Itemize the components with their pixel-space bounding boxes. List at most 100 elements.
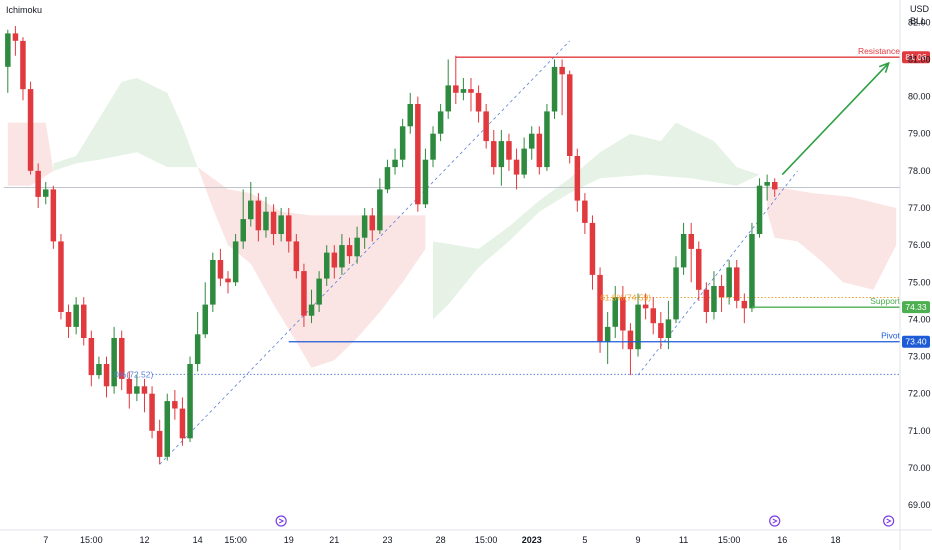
level-price-badge-resistance [902,51,930,64]
candle-body-72 [551,66,558,112]
candle-body-18 [141,386,148,394]
candle-body-29 [225,278,231,283]
candle-body-39 [301,271,307,316]
candle-body-23 [179,408,186,439]
candle-body-101 [772,182,778,190]
candle-body-68 [521,148,527,175]
candle-body-5 [43,189,49,197]
candle-body-51 [392,159,398,168]
candle-body-99 [756,185,763,234]
y-tick-label-11: 71.00 [908,426,931,436]
candle-body-15 [119,338,125,379]
candle-body-98 [749,234,755,309]
candle-body-64 [491,141,497,168]
candle-body-95 [726,267,732,298]
candle-body-32 [248,200,254,220]
candle-body-56 [430,133,436,160]
candle-body-8 [65,312,72,327]
candle-body-9 [73,304,79,327]
x-tick-label-6: 21 [329,535,339,545]
candle-body-13 [103,364,110,387]
candle-body-74 [567,74,573,156]
event-marker-icon-1 [772,518,778,524]
candle-body-30 [232,241,239,283]
candle-body-71 [544,111,550,168]
candle-body-41 [316,278,322,305]
candle-body-37 [286,215,292,242]
indicator-title: Ichimoku [6,5,42,15]
candle-body-83 [635,304,641,350]
candle-body-12 [96,364,102,376]
y-tick-label-1: 81.00 [908,54,931,64]
candle-body-92 [703,289,710,312]
candle-body-77 [589,222,596,275]
candle-body-33 [255,200,262,231]
candle-body-65 [498,141,505,168]
x-tick-label-2: 12 [139,535,149,545]
candle-body-36 [278,215,284,234]
candle-body-19 [149,393,155,431]
candle-body-25 [194,334,201,364]
cloud-area-1 [53,78,198,171]
candle-body-84 [642,304,649,309]
candle-body-26 [202,304,208,335]
unit-label: BLL [910,16,926,26]
y-tick-label-4: 78.00 [908,166,931,176]
candle-body-31 [240,219,246,242]
candle-body-4 [35,170,41,197]
x-tick-label-8: 28 [436,535,446,545]
candle-body-94 [718,286,725,298]
candle-body-16 [126,378,133,394]
fib-trend-line-2 [637,170,798,376]
x-tick-label-1: 15:00 [80,535,103,545]
event-marker-icon-0 [278,518,285,524]
candle-body-93 [711,286,717,312]
cloud-area-3 [433,122,760,320]
candle-body-86 [658,323,664,338]
candle-body-47 [361,215,368,238]
candle-body-90 [688,234,694,249]
candle-body-27 [210,260,216,305]
candle-body-50 [384,167,391,190]
currency-label: USD [910,4,930,14]
candle-body-43 [331,252,338,268]
candle-body-66 [506,141,512,160]
x-tick-label-13: 11 [679,535,688,545]
cloud-area-2 [197,167,426,368]
level-price-support: 74.33 [905,302,927,312]
level-label-resistance: Resistance [858,46,900,56]
x-tick-label-11: 5 [582,535,587,545]
candle-body-78 [597,274,603,342]
y-tick-label-5: 77.00 [908,203,931,213]
level-price-pivot: 73.40 [905,337,927,347]
candle-body-62 [475,92,482,112]
candle-body-59 [453,85,459,93]
candle-body-34 [263,211,269,231]
candle-body-60 [460,89,467,93]
candle-body-42 [324,252,330,279]
level-price-badge-pivot [902,335,930,348]
x-tick-label-12: 9 [636,535,641,545]
candle-body-57 [437,111,444,134]
candles [5,26,778,465]
y-tick-label-13: 69.00 [908,500,931,510]
candle-body-96 [734,267,740,301]
candle-body-58 [445,85,451,112]
x-tick-label-10: 2023 [522,535,542,545]
candle-body-70 [536,133,543,168]
candle-body-55 [422,159,429,205]
candle-body-38 [293,241,300,272]
candle-body-61 [468,89,474,93]
cloud-area-4 [767,185,897,290]
level-label-pivot: Pivot [881,331,901,341]
candle-body-28 [217,260,224,279]
x-tick-label-7: 23 [382,535,392,545]
candle-body-2 [20,40,26,90]
y-tick-label-9: 73.00 [908,352,931,362]
candle-body-79 [604,326,611,342]
event-marker-2 [883,515,895,527]
candle-body-20 [156,430,163,457]
candle-body-75 [574,156,581,201]
y-tick-label-3: 79.00 [908,129,931,139]
